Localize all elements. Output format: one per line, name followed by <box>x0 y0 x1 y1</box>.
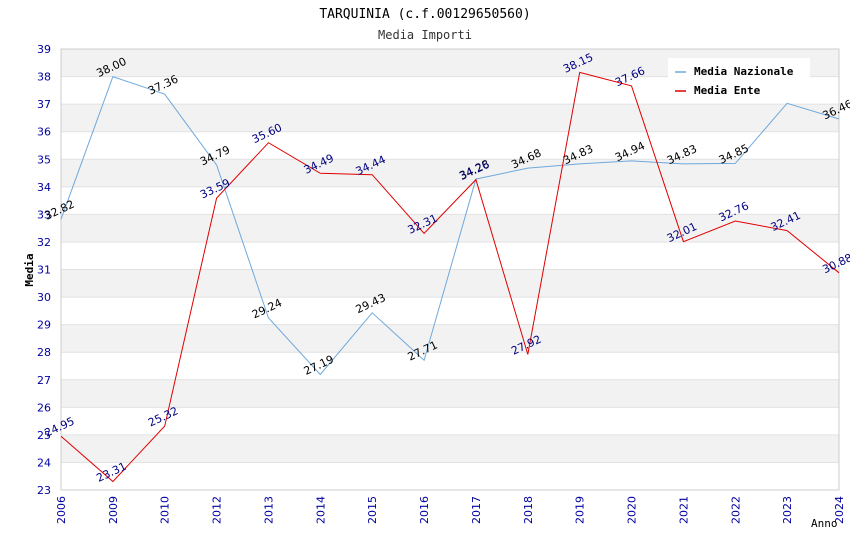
x-tick-label: 2014 <box>314 496 327 524</box>
x-tick-label: 2015 <box>366 496 379 524</box>
legend: Media Nazionale Media Ente <box>668 58 810 102</box>
y-tick-label: 39 <box>37 43 51 56</box>
y-tick-label: 30 <box>37 291 51 304</box>
y-tick-label: 35 <box>37 153 51 166</box>
x-tick-label: 2012 <box>211 496 224 524</box>
x-tick-label: 2016 <box>418 496 431 524</box>
y-axis-label: Media <box>23 253 36 286</box>
plot-background-bands <box>61 49 839 463</box>
grid-band <box>61 324 839 353</box>
x-tick-label: 2017 <box>470 496 483 524</box>
x-tick-label: 2006 <box>55 496 68 524</box>
y-tick-label: 31 <box>37 264 51 277</box>
series-line-nazionale <box>60 75 840 376</box>
data-label: 29.24 <box>250 296 284 321</box>
x-axis-label: Anno <box>811 517 838 530</box>
x-tick-label: 2021 <box>677 496 690 524</box>
x-tick-label: 2013 <box>262 496 275 524</box>
x-tick-label: 2020 <box>626 496 639 524</box>
plot-frame <box>60 48 840 491</box>
data-label: 25.32 <box>146 404 180 429</box>
y-tick-label: 37 <box>37 98 51 111</box>
grid-band <box>61 434 839 463</box>
y-tick-label: 29 <box>37 319 51 332</box>
legend-box <box>668 58 810 102</box>
grid-band <box>61 214 839 242</box>
y-tick-label: 33 <box>37 208 51 221</box>
y-tick-label: 26 <box>37 401 51 414</box>
x-axis-ticks: 2006 2009 2010 2012 2013 2014 2015 2016 2017 2018… <box>55 496 846 524</box>
y-tick-label: 27 <box>37 374 51 387</box>
y-tick-label: 28 <box>37 346 51 359</box>
legend-label-ente: Media Ente <box>694 84 761 97</box>
legend-label-nazionale: Media Nazionale <box>694 65 794 78</box>
chart-title: TARQUINIA (c.f.00129650560) <box>319 7 530 22</box>
y-tick-label: 34 <box>37 181 51 194</box>
data-label: 27.19 <box>302 353 336 378</box>
series-lines <box>60 71 840 483</box>
y-axis-ticks: 23 24 25 26 27 28 29 30 31 32 33 34 35 36 37 38 39 <box>37 43 51 497</box>
x-tick-label: 2019 <box>574 496 587 524</box>
y-tick-label: 23 <box>37 484 51 497</box>
x-tick-label: 2022 <box>729 496 742 524</box>
grid-band <box>61 269 839 298</box>
grid-band <box>61 379 839 408</box>
chart-subtitle: Media Importi <box>378 28 472 42</box>
x-tick-label: 2024 <box>833 496 846 524</box>
x-tick-label: 2018 <box>522 496 535 524</box>
x-tick-label: 2023 <box>781 496 794 524</box>
x-tick-label: 2009 <box>107 496 120 524</box>
y-tick-label: 25 <box>37 429 51 442</box>
series-line-ente <box>60 71 840 483</box>
y-tick-label: 32 <box>37 236 51 249</box>
y-tick-label: 38 <box>37 71 51 84</box>
x-tick-label: 2010 <box>159 496 172 524</box>
y-tick-label: 24 <box>37 456 51 469</box>
data-label: 23.31 <box>94 460 128 485</box>
grid-band <box>61 104 839 132</box>
y-tick-label: 36 <box>37 126 51 139</box>
